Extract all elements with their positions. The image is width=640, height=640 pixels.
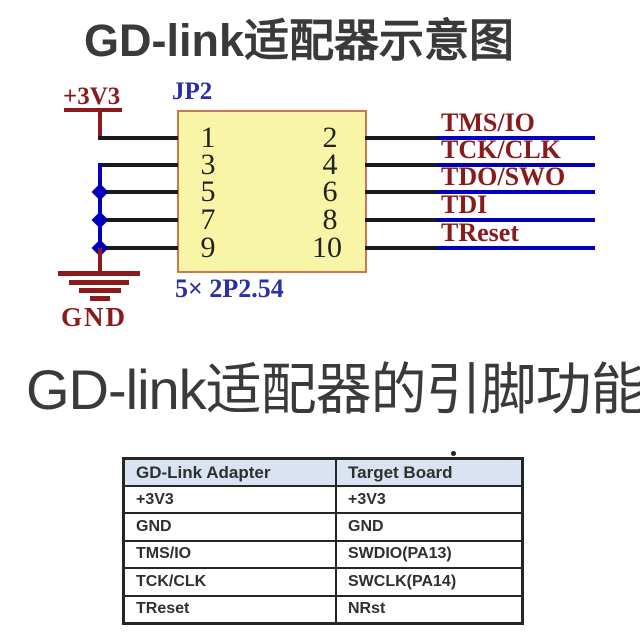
net-wire-tdo-swo (437, 190, 595, 194)
table-header-row: GD-Link Adapter Target Board (122, 457, 524, 487)
net-wire-treset (437, 246, 595, 250)
pin-functions-title: GD-link适配器的引脚功能 (26, 358, 640, 421)
cell-target-gnd: GND (335, 512, 524, 542)
pin-number-3: 3 (200, 148, 216, 181)
pin-number-9: 9 (200, 231, 216, 264)
net-wire-tck-clk (437, 163, 595, 167)
power-3v3-bar (64, 108, 122, 112)
ground-label: GND (61, 302, 127, 332)
ground-bus-wire (98, 163, 102, 250)
cell-adapter-3v3: +3V3 (122, 484, 337, 515)
wire-pin5 (100, 190, 178, 194)
pin-number-7: 7 (200, 203, 216, 236)
wire-pin9 (100, 246, 178, 250)
table-row: +3V3 +3V3 (122, 484, 524, 515)
junction-dot-pin5 (91, 183, 109, 201)
cell-adapter-gnd: GND (122, 512, 337, 542)
pin-number-2: 2 (322, 121, 338, 154)
wire-pin1 (98, 136, 178, 140)
cell-target-swdio: SWDIO(PA13) (335, 539, 524, 570)
wire-pin3 (98, 163, 178, 167)
power-3v3-stem (98, 110, 102, 138)
net-wire-tdi (437, 218, 595, 222)
connector-body (177, 110, 367, 273)
wire-pin4 (365, 163, 438, 167)
signal-label-tdi: TDI (441, 190, 488, 219)
cell-target-swclk: SWCLK(PA14) (335, 567, 524, 597)
table-row: TCK/CLK SWCLK(PA14) (122, 567, 524, 597)
junction-dot-pin7 (91, 211, 109, 229)
cell-adapter-tms-io: TMS/IO (122, 539, 337, 570)
schematic-title: GD-link适配器示意图 (84, 15, 515, 66)
ground-bar-2 (69, 280, 129, 285)
cell-target-nrst: NRst (335, 594, 524, 625)
schematic-diagram: +3V3 JP2 1 3 5 7 9 2 4 6 8 10 GND 5× 2P2… (58, 78, 595, 332)
ground-bar-3 (79, 288, 121, 293)
cell-adapter-treset: TReset (122, 594, 337, 625)
pin-number-10: 10 (312, 231, 342, 264)
ground-stem (98, 248, 102, 273)
pin-number-8: 8 (322, 203, 338, 236)
cell-target-3v3: +3V3 (335, 484, 524, 515)
pin-number-5: 5 (200, 175, 216, 208)
connector-ref-label: JP2 (172, 78, 213, 105)
power-3v3-label: +3V3 (63, 83, 121, 110)
signal-label-tms-io: TMS/IO (441, 108, 535, 137)
ground-bar-4 (90, 296, 110, 301)
cell-adapter-tck-clk: TCK/CLK (122, 567, 337, 597)
header-target-board: Target Board (335, 457, 524, 487)
pin-number-6: 6 (322, 175, 338, 208)
net-wire-tms-io (437, 136, 595, 140)
wire-pin2 (365, 136, 438, 140)
table-row: TMS/IO SWDIO(PA13) (122, 539, 524, 570)
stray-dot (451, 451, 456, 456)
wire-pin8 (365, 218, 438, 222)
wire-pin6 (365, 190, 438, 194)
signal-label-tdo-swo: TDO/SWO (441, 162, 566, 191)
wire-pin7 (100, 218, 178, 222)
pin-number-4: 4 (322, 148, 338, 181)
ground-bar-1 (58, 271, 140, 276)
table-row: TReset NRst (122, 594, 524, 625)
signal-label-tck-clk: TCK/CLK (441, 135, 561, 164)
pin-function-table: GD-Link Adapter Target Board +3V3 +3V3 G… (122, 457, 524, 625)
pin-number-1: 1 (200, 121, 216, 154)
connector-type-label: 5× 2P2.54 (175, 274, 284, 303)
signal-label-treset: TReset (441, 218, 519, 247)
header-gd-link-adapter: GD-Link Adapter (122, 457, 337, 487)
table-row: GND GND (122, 512, 524, 542)
wire-pin10 (365, 246, 438, 250)
